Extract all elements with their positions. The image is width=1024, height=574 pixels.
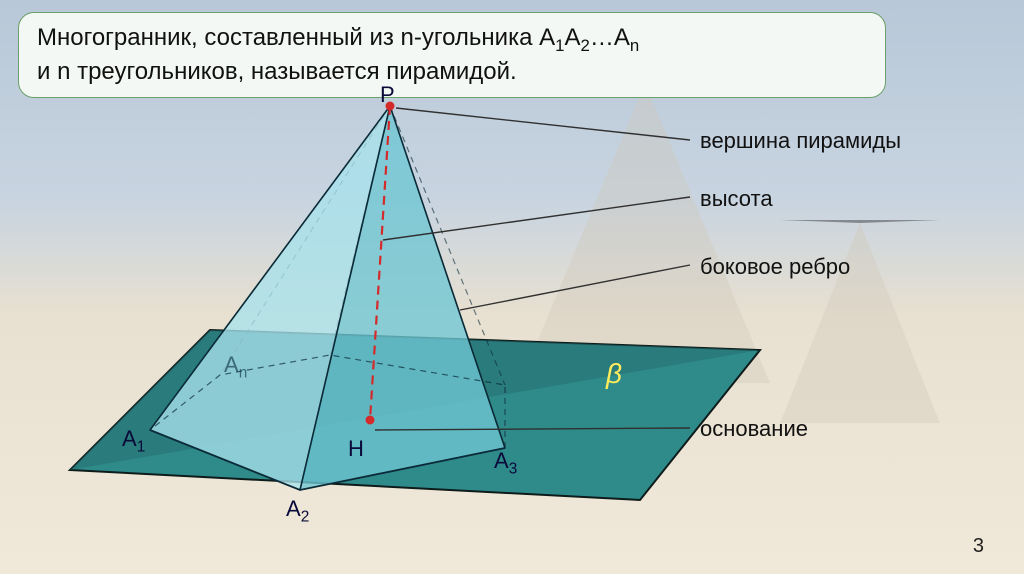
vertex-A1: А1 [122,426,145,456]
vertex-P: P [380,82,395,108]
vertex-A3: А3 [494,448,517,478]
vertex-H: Н [348,436,364,462]
vertex-A2: А2 [286,496,309,526]
slide-number: 3 [973,535,984,558]
label-height: высота [700,186,773,212]
vertex-An: Аn [224,352,247,382]
label-base: основание [700,416,808,442]
label-edge: боковое ребро [700,254,850,280]
label-apex: вершина пирамиды [700,128,901,154]
plane-beta-label: β [606,358,622,390]
pyramid-diagram [0,0,1024,574]
